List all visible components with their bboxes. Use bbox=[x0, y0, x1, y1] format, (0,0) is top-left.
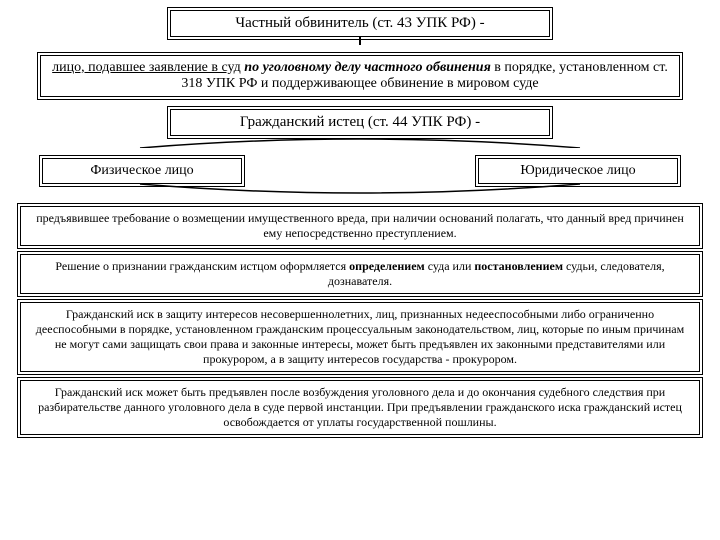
legal-entity-box: Юридическое лицо bbox=[478, 158, 678, 184]
private-prosecutor-title: Частный обвинитель (ст. 43 УПК РФ) - bbox=[170, 10, 550, 37]
person-type-pair: Физическое лицо Юридическое лицо bbox=[40, 156, 680, 186]
arc-connector-down bbox=[40, 134, 680, 148]
civil-plaintiff-title: Гражданский истец (ст. 44 УПК РФ) - bbox=[170, 109, 550, 136]
def1-underline: лицо, подавшее заявление в суд bbox=[52, 60, 241, 75]
recognition-decision-box: Решение о признании гражданским истцом о… bbox=[20, 254, 700, 294]
claim-requirement-box: предъявившее требование о возмещении иму… bbox=[20, 206, 700, 246]
wide2-bold2: постановлением bbox=[474, 259, 563, 273]
protection-interests-box: Гражданский иск в защиту интересов несов… bbox=[20, 302, 700, 372]
arc-connector-up bbox=[40, 184, 680, 198]
individual-box: Физическое лицо bbox=[42, 158, 242, 184]
def1-italic: по уголовному делу частного обвинения bbox=[244, 60, 491, 75]
wide2-pre: Решение о признании гражданским истцом о… bbox=[55, 259, 349, 273]
connector-1 bbox=[359, 37, 361, 45]
wide2-mid: суда или bbox=[428, 259, 475, 273]
private-prosecutor-def: лицо, подавшее заявление в суд по уголов… bbox=[40, 55, 680, 97]
wide2-bold1: определением bbox=[349, 259, 425, 273]
filing-timing-box: Гражданский иск может быть предъявлен по… bbox=[20, 380, 700, 435]
